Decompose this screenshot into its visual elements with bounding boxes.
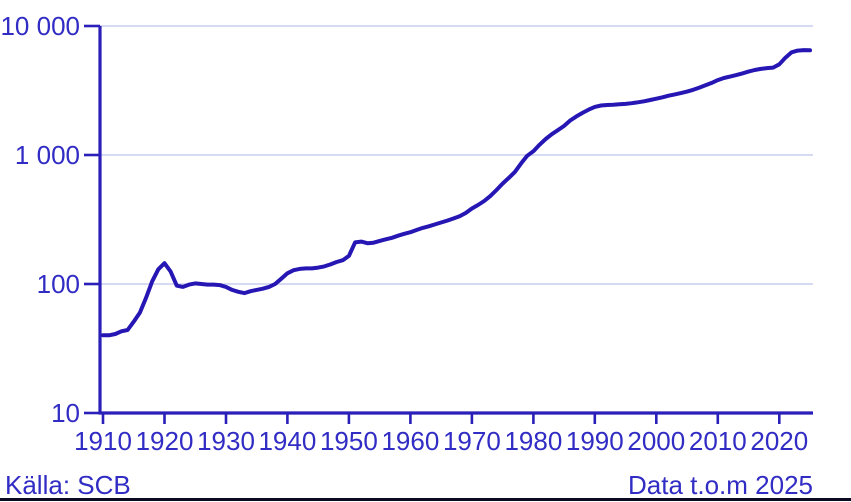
x-tick-label: 2010 xyxy=(689,426,747,456)
y-tick-label: 1 000 xyxy=(15,140,80,170)
x-tick-label: 1980 xyxy=(504,426,562,456)
y-tick-label: 10 000 xyxy=(0,11,80,41)
x-tick-label: 1940 xyxy=(258,426,316,456)
x-tick-label: 1920 xyxy=(136,426,194,456)
x-tick-label: 1950 xyxy=(320,426,378,456)
x-tick-label: 1960 xyxy=(381,426,439,456)
x-tick-label: 2000 xyxy=(627,426,685,456)
x-tick-label: 1910 xyxy=(74,426,132,456)
x-tick-label: 1990 xyxy=(566,426,624,456)
source-label: Källa: SCB xyxy=(5,470,131,500)
x-tick-label: 1930 xyxy=(197,426,255,456)
bottom-rule xyxy=(0,498,851,501)
x-tick-label: 1970 xyxy=(443,426,501,456)
x-tick-label: 2020 xyxy=(750,426,808,456)
data-series-line xyxy=(101,48,812,338)
y-tick-label: 10 xyxy=(51,398,80,428)
y-tick-label: 100 xyxy=(37,269,80,299)
data-note-label: Data t.o.m 2025 xyxy=(628,470,813,500)
